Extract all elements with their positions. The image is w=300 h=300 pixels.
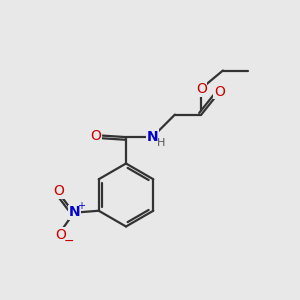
Text: O: O xyxy=(196,82,207,96)
Text: O: O xyxy=(53,184,64,198)
Text: +: + xyxy=(77,201,85,211)
Text: N: N xyxy=(147,130,158,144)
Text: O: O xyxy=(214,85,225,98)
Text: −: − xyxy=(64,235,74,248)
Text: H: H xyxy=(157,138,166,148)
Text: O: O xyxy=(91,129,101,142)
Text: N: N xyxy=(68,205,80,219)
Text: O: O xyxy=(55,228,66,242)
